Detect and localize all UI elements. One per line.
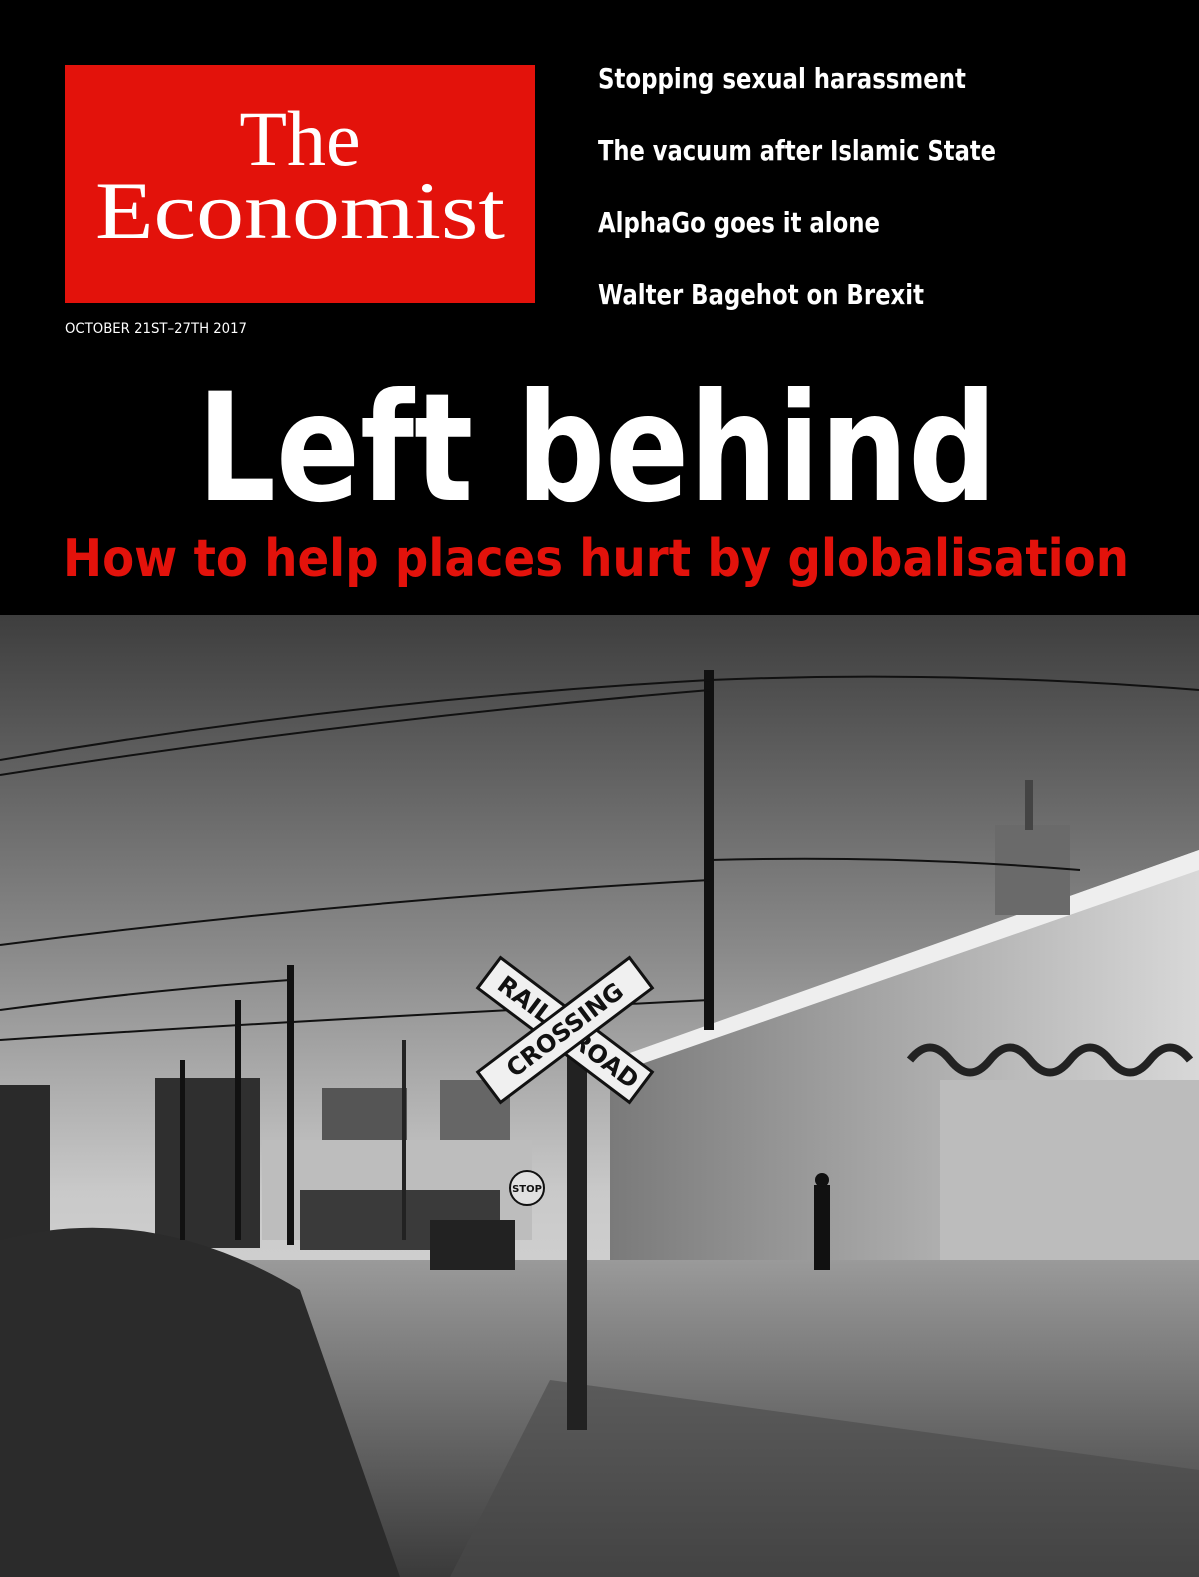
teaser[interactable]: AlphaGo goes it alone [598,206,880,239]
teaser[interactable]: Walter Bagehot on Brexit [598,278,924,311]
teaser[interactable]: Stopping sexual harassment [598,62,966,95]
headline: Left behind [197,362,997,536]
cover-photo: RAIL ROAD CROSSING STOP [0,615,1199,1577]
sign-text: STOP [512,1184,542,1195]
masthead-line: The [239,95,360,182]
masthead-box [65,65,535,303]
issue-date: OCTOBER 21ST–27TH 2017 [65,321,247,337]
teaser[interactable]: The vacuum after Islamic State [598,134,996,167]
subheadline: How to help places hurt by globalisation [63,529,1129,589]
teaser-list: Stopping sexual harassment The vacuum aft… [598,62,996,311]
masthead-line: Economist [95,165,505,256]
